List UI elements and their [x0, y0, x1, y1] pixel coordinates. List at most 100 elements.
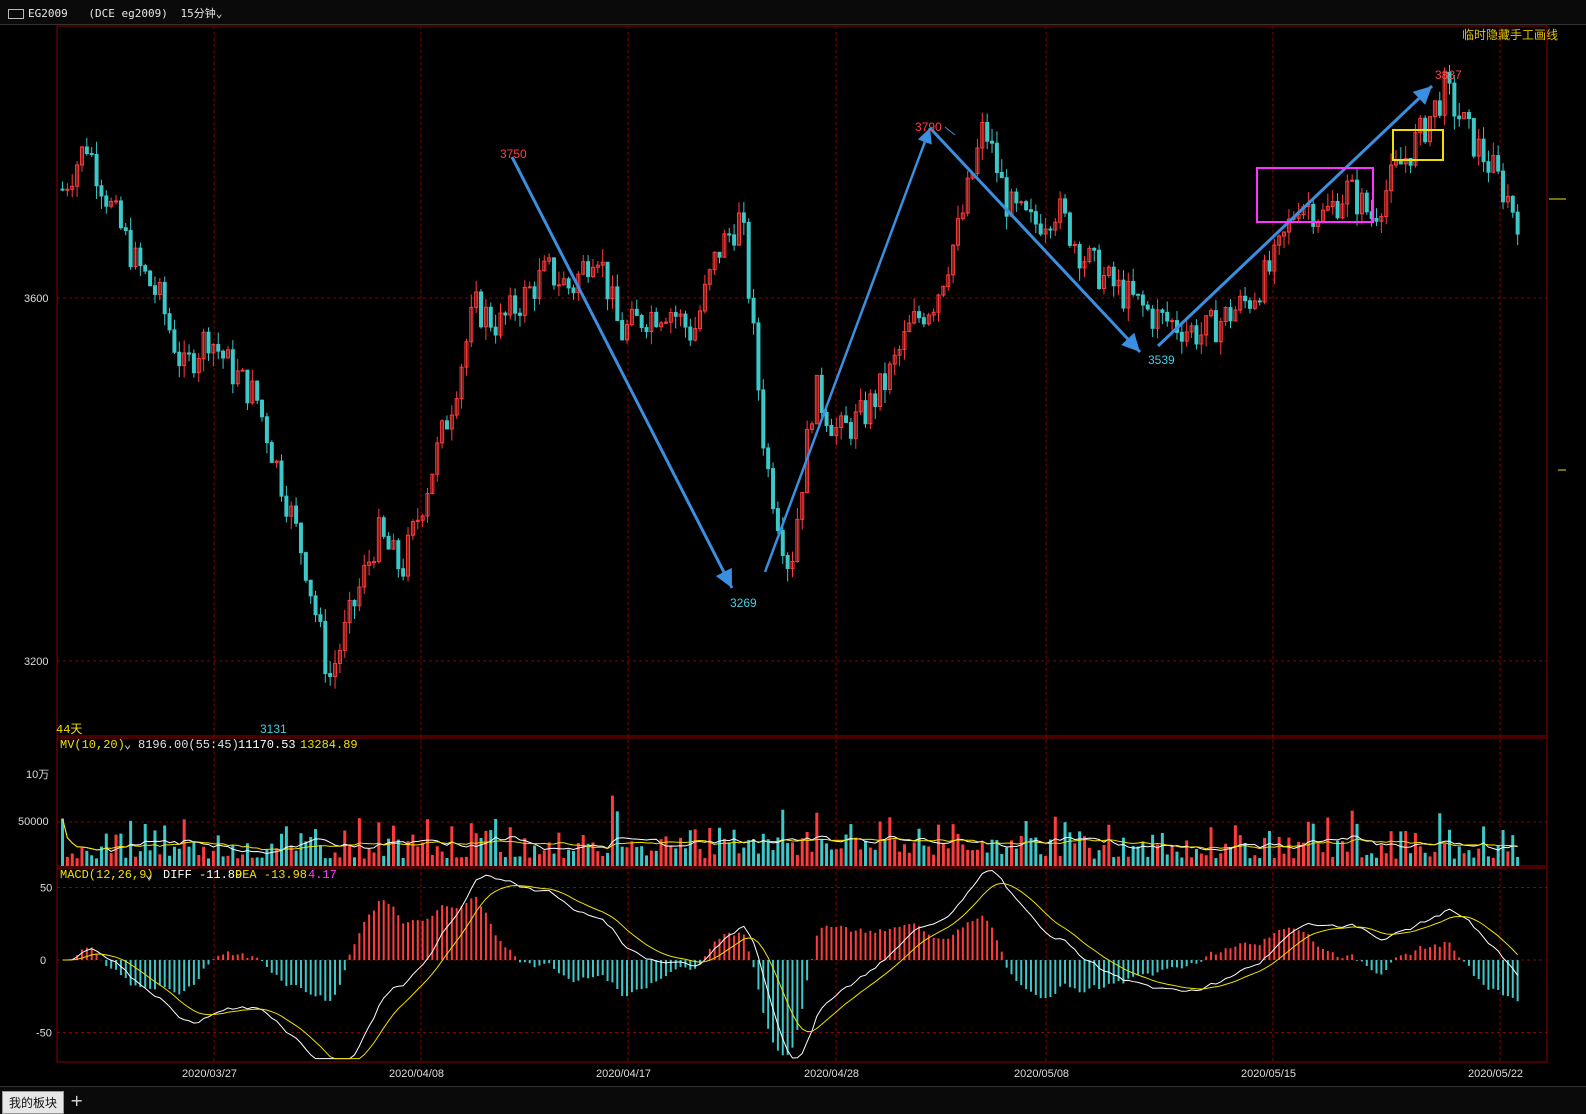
volume-bar: [985, 852, 989, 866]
volume-bar: [338, 857, 342, 866]
volume-bar: [1511, 835, 1515, 866]
candle-body: [917, 311, 922, 319]
volume-bar: [1170, 846, 1174, 866]
volume-bar: [221, 856, 225, 866]
candle-body: [1150, 308, 1155, 329]
macd-legend[interactable]: MACD(12,26,9) ⌄ DIFF -11.89 DEA -13.98 4…: [60, 868, 337, 882]
candle-body: [1043, 228, 1048, 235]
macd-dea: DEA -13.98: [235, 868, 307, 882]
candle-body: [1471, 117, 1476, 157]
mv-legend[interactable]: MV(10,20) ⌄ 8196.00(55:45) 11170.53 1328…: [60, 738, 358, 752]
candle-body: [853, 411, 858, 439]
volume-bar: [1443, 843, 1447, 866]
volume-bar: [581, 834, 585, 866]
trend-line: [511, 156, 521, 171]
candle-body: [814, 374, 819, 425]
macd-diff-line: [62, 869, 1519, 1060]
candlestick-chart[interactable]: 3750 3269 3790 3539 3837 3131 3600 3200 10万 5000…: [0, 0, 1586, 1086]
volume-bar: [1233, 825, 1237, 866]
candle-body: [746, 221, 751, 299]
volume-bar: [1039, 854, 1043, 866]
candle-body: [1452, 82, 1457, 117]
volume-bar: [318, 845, 322, 866]
candle-body: [1340, 203, 1345, 219]
volume-bar: [610, 795, 614, 866]
volume-bar: [357, 818, 361, 866]
volume-bar: [1418, 846, 1422, 866]
candle-body: [1257, 300, 1262, 303]
candle-body: [951, 244, 956, 276]
volume-bar: [1180, 857, 1184, 866]
volume-bar: [674, 848, 678, 866]
candle-body: [60, 188, 65, 191]
candle-body: [1028, 209, 1033, 213]
volume-bar: [927, 846, 931, 866]
volume-bar: [75, 858, 79, 866]
volume-bar: [513, 856, 517, 866]
volume-bar: [99, 846, 103, 866]
candle-body: [712, 251, 717, 271]
candle-body: [1286, 218, 1291, 233]
timeframe-selector[interactable]: 15分钟⌄: [180, 7, 222, 20]
volume-bar: [1365, 854, 1369, 866]
volume-bar: [917, 828, 921, 866]
symbol-header: EG2009 (DCE eg2009) 15分钟⌄: [8, 5, 222, 21]
candle-body: [211, 343, 216, 354]
volume-bar: [742, 847, 746, 866]
volume-bar: [786, 843, 790, 866]
candle-body: [318, 614, 323, 622]
candle-body: [693, 328, 698, 341]
price-annotation: 3269: [730, 596, 757, 610]
volume-bar: [635, 847, 639, 866]
volume-bar: [596, 851, 600, 866]
candle-body: [1355, 179, 1360, 215]
candle-body: [1087, 247, 1092, 263]
volume-tick-label: 50000: [18, 816, 49, 828]
candle-body: [663, 321, 668, 324]
volume-bar: [844, 834, 848, 866]
candle-body: [396, 540, 401, 570]
macd-dropdown-icon[interactable]: ⌄: [145, 868, 152, 882]
tab-my-sector[interactable]: 我的板块: [2, 1091, 65, 1114]
candle-body: [532, 286, 537, 299]
candle-body: [128, 229, 133, 268]
volume-bar: [1092, 858, 1096, 866]
volume-bar: [197, 854, 201, 866]
volume-bar: [752, 839, 756, 866]
add-tab-button[interactable]: +: [70, 1091, 84, 1110]
timeframe-label: 15分钟: [180, 7, 216, 20]
candle-body: [1145, 304, 1150, 310]
volume-bar: [567, 849, 571, 866]
candle-body: [1277, 235, 1282, 246]
candle-body: [1515, 211, 1520, 235]
candle-body: [148, 270, 153, 287]
volume-bar: [134, 856, 137, 866]
candle-body: [362, 564, 367, 588]
mv-dropdown-icon[interactable]: ⌄: [124, 738, 131, 752]
candle-body: [420, 515, 425, 521]
date-tick-label: 2020/04/28: [804, 1068, 859, 1080]
candle-body: [639, 314, 644, 329]
volume-bar: [518, 856, 522, 866]
symbol-label: EG2009: [28, 7, 68, 20]
volume-bar: [1399, 831, 1403, 866]
candle-body: [1345, 180, 1350, 205]
volume-bar: [1068, 832, 1072, 866]
candle-body: [1311, 203, 1316, 227]
candle-body: [994, 142, 999, 173]
hide-drawings-button[interactable]: 临时隐藏手工画线: [1461, 28, 1558, 42]
volume-bar: [445, 857, 449, 866]
candle-body: [1457, 115, 1462, 120]
volume-bar: [829, 849, 833, 866]
candle-body: [600, 261, 605, 266]
candle-body: [430, 473, 435, 495]
candle-body: [1262, 260, 1267, 303]
volume-bar: [737, 853, 741, 866]
candle-body: [999, 171, 1004, 179]
volume-bar: [1224, 843, 1228, 866]
volume-bar: [718, 827, 721, 866]
volume-bar: [683, 848, 687, 866]
candle-body: [702, 283, 707, 312]
macd-tick-label: 50: [40, 883, 52, 895]
volume-bar: [430, 854, 434, 866]
